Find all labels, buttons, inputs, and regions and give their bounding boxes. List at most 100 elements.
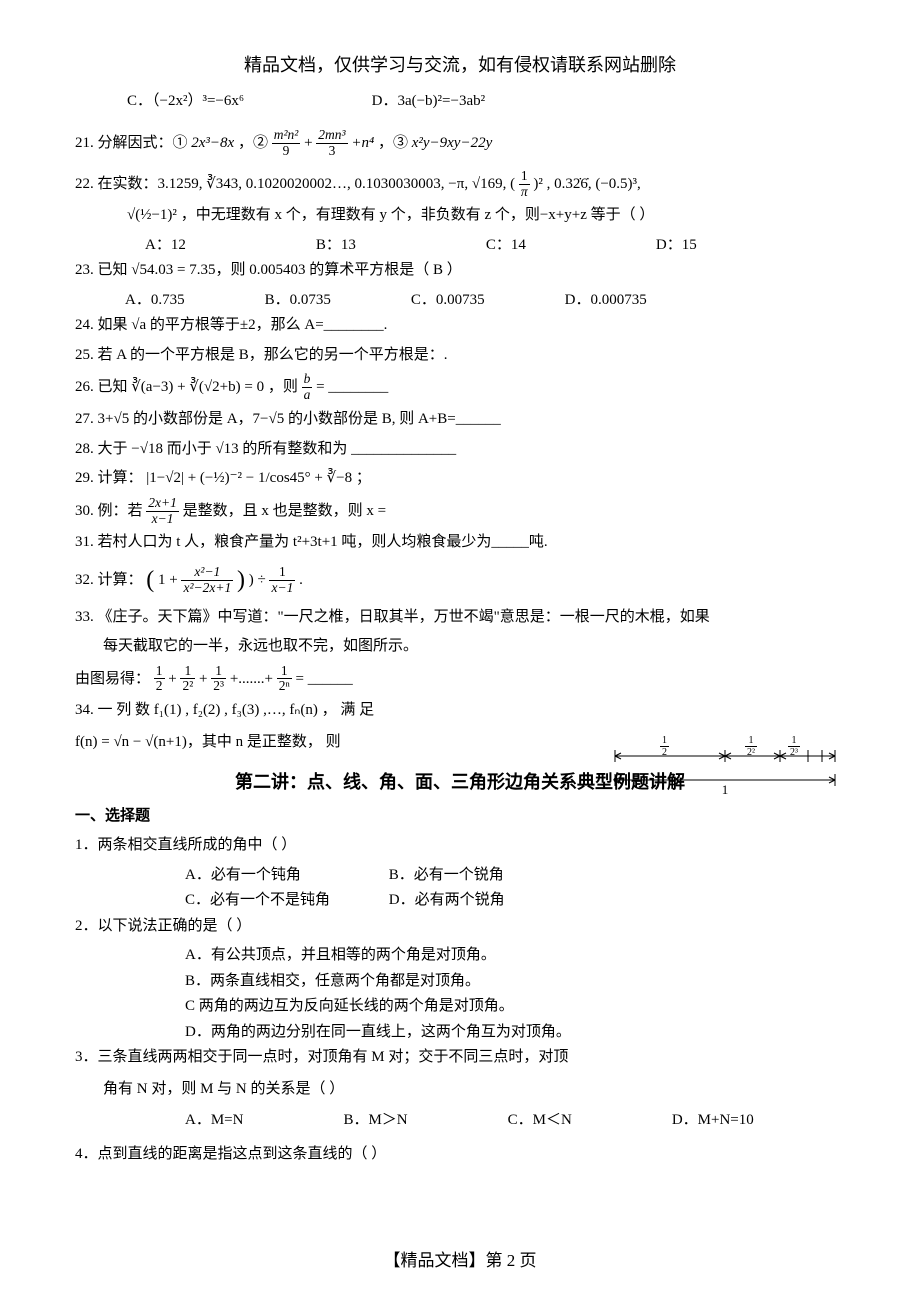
subsection-1: 一、选择题	[75, 804, 845, 830]
q20-D: D．3a(−b)²=−3ab²	[372, 93, 486, 109]
q29-label: 29. 计算：	[75, 470, 143, 486]
g2-C: C 两角的两边互为反向延长线的两个角是对顶角。	[75, 994, 845, 1020]
q21-f1n: m²n²	[272, 128, 301, 144]
g3-answers: A．M=N B．M＞N C．M＜N D．M+N=10	[75, 1108, 845, 1134]
q30-text: 是整数，且 x 也是整数，则 x =	[183, 502, 386, 518]
q23-answers: A．0.735 B．0.0735 C．0.00735 D．0.000735	[75, 288, 845, 314]
q22-answers: A：12 B：13 C：14 D：15	[75, 233, 845, 259]
g1-D: D．必有两个锐角	[389, 892, 505, 908]
g3-D: D．M+N=10	[672, 1108, 754, 1134]
q21-s2: ，③	[378, 135, 408, 151]
q21-e3: x²y−9xy−22y	[412, 135, 493, 151]
q33-f3d: 2³	[211, 679, 226, 694]
q21-f1d: 9	[272, 144, 301, 159]
q32-f1d: x²−2x+1	[181, 581, 233, 596]
q20-C: C．（−2x²）³=−6x⁶	[127, 93, 244, 109]
q33-f1d: 2	[154, 679, 165, 694]
q33-fnd: 2ⁿ	[277, 679, 292, 694]
g1-A: A．必有一个钝角	[185, 863, 385, 889]
g3-q2: 角有 N 对，则 M 与 N 的关系是（ ）	[75, 1077, 845, 1103]
g1-C: C．必有一个不是钝角	[185, 888, 385, 914]
g3-q1: 3．三条直线两两相交于同一点时，对顶角有 M 对；交于不同三点时，对顶	[75, 1045, 845, 1071]
q29-expr: |1−√2| + (−½)⁻² − 1/cos45° + ∛−8 ；	[146, 470, 371, 486]
q22-A: A：12	[145, 233, 186, 259]
q22-f1n: 1	[519, 169, 530, 185]
q21-s1: ，②	[238, 135, 268, 151]
q33-l1: 33. 《庄子。天下篇》中写道："一尺之椎，日取其半，万世不竭"意思是：一根一尺…	[75, 605, 845, 631]
q21-t1: +n⁴	[351, 135, 374, 151]
q21: 21. 分解因式：① 2x³−8x ，② m²n²9 + 2mn³3 +n⁴ ，…	[75, 128, 845, 159]
q33-l3b: = ______	[296, 670, 353, 686]
q32-f2d: x−1	[269, 581, 295, 596]
q32-e3: .	[299, 572, 303, 588]
q29: 29. 计算： |1−√2| + (−½)⁻² − 1/cos45° + ∛−8…	[75, 466, 845, 492]
q32-e2: ) ÷	[249, 572, 270, 588]
q26-fn: b	[302, 372, 313, 388]
g1-q: 1．两条相交直线所成的角中（ ）	[75, 833, 845, 859]
q32-label: 32. 计算：	[75, 572, 143, 588]
q22-f1d: π	[519, 185, 530, 200]
q23-C: C．0.00735	[411, 288, 485, 314]
q21-f2d: 3	[316, 144, 347, 159]
q21-f2n: 2mn³	[316, 128, 347, 144]
q33-f2n: 1	[180, 664, 195, 680]
q26-t1: 26. 已知 ∛(a−3) + ∛(√2+b) = 0	[75, 379, 264, 395]
q32-f2n: 1	[269, 565, 295, 581]
q23: 23. 已知 √54.03 = 7.35，则 0.005403 的算术平方根是（…	[75, 258, 845, 284]
q33-l3: 由图易得： 12 + 12² + 12³ +.......+ 12ⁿ = ___…	[75, 664, 845, 695]
q23-B: B．0.0735	[265, 288, 331, 314]
q21-label: 21. 分解因式：①	[75, 135, 188, 151]
g2-A: A．有公共顶点，并且相等的两个角是对顶角。	[75, 943, 845, 969]
q23-A: A．0.735	[125, 288, 185, 314]
g2-B: B．两条直线相交，任意两个角都是对顶角。	[75, 969, 845, 995]
q26-fd: a	[302, 388, 313, 403]
q33-fnn: 1	[277, 664, 292, 680]
g1-opts1: A．必有一个钝角 B．必有一个锐角	[75, 863, 845, 889]
g2-q: 2．以下说法正确的是（ ）	[75, 914, 845, 940]
q26-t3: = ________	[316, 379, 388, 395]
q24: 24. 如果 √a 的平方根等于±2，那么 A=________.	[75, 313, 845, 339]
q22-l1b: )² , 0.32̇6̇, (−0.5)³,	[533, 176, 640, 192]
q32: 32. 计算： ( 1 + x²−1x²−2x+1 ) ) ÷ 1x−1 .	[75, 560, 845, 601]
q22-D: D：15	[656, 233, 697, 259]
q30-fd: x−1	[146, 512, 179, 527]
q22: 22. 在实数：3.1259, ∛343, 0.1020020002…, 0.1…	[75, 169, 845, 200]
g1-B: B．必有一个锐角	[389, 867, 504, 883]
g3-A: A．M=N	[185, 1108, 243, 1134]
q22-l2a: √(½−1)²	[127, 207, 177, 223]
q22-line2: √(½−1)² ，中无理数有 x 个，有理数有 y 个，非负数有 z 个，则−x…	[75, 203, 845, 229]
q23-D: D．0.000735	[565, 288, 647, 314]
q22-l1a: 22. 在实数：3.1259, ∛343, 0.1020020002…, 0.1…	[75, 176, 515, 192]
q25: 25. 若 A 的一个平方根是 B，那么它的另一个平方根是：.	[75, 343, 845, 369]
q22-l2b: ，中无理数有 x 个，有理数有 y 个，非负数有 z 个，则−x+y+z 等于（…	[181, 207, 655, 223]
q34-l1: 34. 一 列 数 f₁(1) , f₂(2) , f₃(3) ,…, fₙ(n…	[75, 698, 845, 724]
q32-f1n: x²−1	[181, 565, 233, 581]
svg-text:1: 1	[722, 782, 729, 796]
q26-t2: ，则	[268, 379, 302, 395]
q33-f2d: 2²	[180, 679, 195, 694]
page-header: 精品文档，仅供学习与交流，如有侵权请联系网站删除	[75, 50, 845, 81]
g4: 4．点到直线的距离是指这点到这条直线的（ ）	[75, 1142, 845, 1168]
q31: 31. 若村人口为 t 人，粮食产量为 t²+3t+1 吨，则人均粮食最少为__…	[75, 530, 845, 556]
q30-label: 30. 例：若	[75, 502, 146, 518]
page-footer: 【精品文档】第 2 页	[0, 1247, 920, 1276]
g1-opts2: C．必有一个不是钝角 D．必有两个锐角	[75, 888, 845, 914]
g3-B: B．M＞N	[343, 1108, 407, 1134]
q33-f1n: 1	[154, 664, 165, 680]
q30-fn: 2x+1	[146, 496, 179, 512]
q20-options: C．（−2x²）³=−6x⁶ D．3a(−b)²=−3ab²	[75, 89, 845, 115]
q30: 30. 例：若 2x+1x−1 是整数，且 x 也是整数，则 x =	[75, 496, 845, 527]
q33-f3n: 1	[211, 664, 226, 680]
g3-C: C．M＜N	[508, 1108, 572, 1134]
q22-B: B：13	[316, 233, 356, 259]
q27: 27. 3+√5 的小数部份是 A，7−√5 的小数部份是 B, 则 A+B=_…	[75, 407, 845, 433]
halving-figure: 12 12² 12³ 1	[610, 734, 840, 796]
q21-e1: 2x³−8x	[191, 135, 234, 151]
q33-l2: 每天截取它的一半，永远也取不完，如图所示。	[75, 634, 845, 660]
q28: 28. 大于 −√18 而小于 √13 的所有整数和为 ____________…	[75, 437, 845, 463]
q26: 26. 已知 ∛(a−3) + ∛(√2+b) = 0 ，则 ba = ____…	[75, 372, 845, 403]
q21-p1: +	[304, 135, 312, 151]
g2-D: D．两角的两边分别在同一直线上，这两个角互为对顶角。	[75, 1020, 845, 1046]
q22-C: C：14	[486, 233, 526, 259]
q33-l3a: 由图易得：	[75, 670, 154, 686]
